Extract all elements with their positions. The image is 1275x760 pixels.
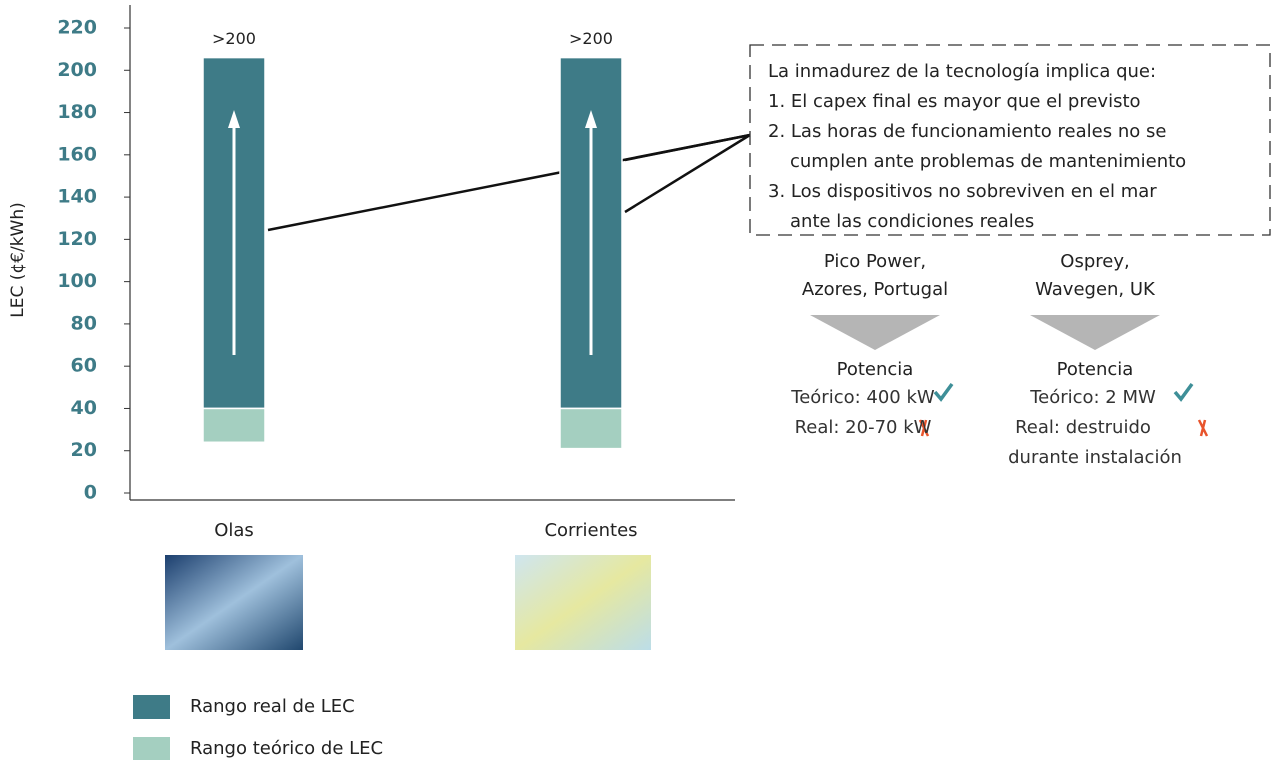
check-icon <box>1173 382 1194 402</box>
cross-icon <box>1197 419 1209 437</box>
y-tick-label: 120 <box>57 228 97 250</box>
y-axis-label: LEC (¢€/kWh) <box>8 202 28 318</box>
legend-label: Rango real de LEC <box>190 696 355 717</box>
legend-swatch <box>133 737 170 760</box>
arrow-down <box>810 315 940 350</box>
case-theoretical: Teórico: 2 MW <box>1029 387 1156 408</box>
y-tick-label: 60 <box>71 355 97 377</box>
case-heading: Potencia <box>837 359 914 380</box>
case-theoretical: Teórico: 400 kW <box>790 387 935 408</box>
arrow-head <box>228 110 240 128</box>
note-line: 2. Las horas de funcionamiento reales no… <box>768 121 1166 142</box>
cross-icon <box>918 419 930 437</box>
case-title: Pico Power, <box>824 251 926 272</box>
y-tick-label: 220 <box>57 17 97 39</box>
map-image <box>515 555 651 650</box>
note-line: 3. Los dispositivos no sobreviven en el … <box>768 181 1157 202</box>
y-tick-label: 140 <box>57 186 97 208</box>
y-tick-label: 40 <box>71 397 97 419</box>
y-tick-label: 100 <box>57 270 97 292</box>
axes <box>129 5 735 501</box>
y-tick-label: 0 <box>84 482 97 504</box>
note-line: cumplen ante problemas de mantenimiento <box>790 151 1186 172</box>
arrow-head <box>585 110 597 128</box>
value-label: >200 <box>569 29 613 48</box>
connector <box>624 133 751 162</box>
wave-image <box>165 555 303 650</box>
y-tick-label: 80 <box>71 312 97 334</box>
case-real: durante instalación <box>1008 447 1182 468</box>
check-icon <box>933 382 954 402</box>
bars <box>202 56 623 450</box>
range-bar <box>559 407 623 450</box>
x-tick-label: Corrientes <box>544 520 637 541</box>
y-tick-label: 180 <box>57 101 97 123</box>
legend-label: Rango teórico de LEC <box>190 738 383 759</box>
y-tick-label: 20 <box>71 439 97 461</box>
case-title: Azores, Portugal <box>802 279 948 300</box>
y-tick-label: 200 <box>57 59 97 81</box>
case-real: Real: 20-70 kW <box>795 417 932 438</box>
note-line: ante las condiciones reales <box>790 211 1034 232</box>
note-line: La inmadurez de la tecnología implica qu… <box>768 61 1156 82</box>
y-tick-label: 160 <box>57 143 97 165</box>
note-line: 1. El capex final es mayor que el previs… <box>768 91 1141 112</box>
case-title: Osprey, <box>1060 251 1129 272</box>
note-box <box>749 44 1271 236</box>
arrow-down <box>1030 315 1160 350</box>
x-tick-label: Olas <box>214 520 254 541</box>
value-label: >200 <box>212 29 256 48</box>
connector <box>624 133 751 214</box>
legend-swatch <box>133 695 170 719</box>
case-title: Wavegen, UK <box>1035 279 1156 300</box>
case-heading: Potencia <box>1057 359 1134 380</box>
case-real: Real: destruido <box>1015 417 1151 438</box>
range-bar <box>202 407 266 444</box>
